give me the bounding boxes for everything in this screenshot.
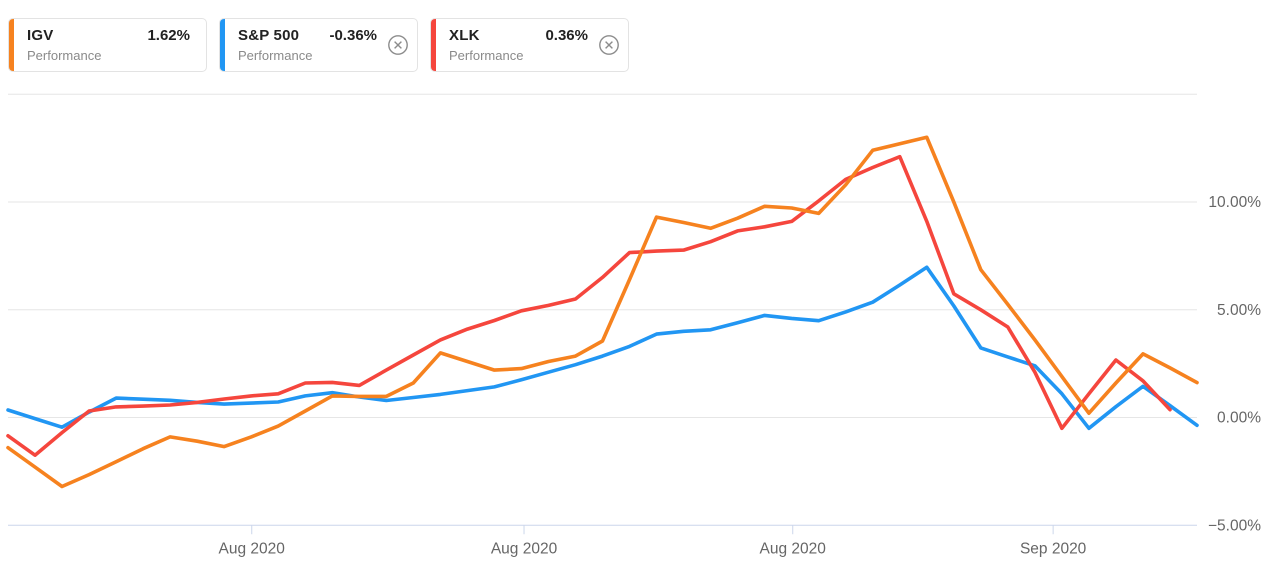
legend-card-igv[interactable]: IGV 1.62% Performance xyxy=(8,18,207,72)
legend-card-xlk[interactable]: XLK 0.36% Performance xyxy=(430,18,629,72)
y-axis-label: 5.00% xyxy=(1217,302,1261,319)
igv-accent-bar xyxy=(9,19,14,71)
series-line-igv[interactable] xyxy=(6,135,1199,489)
legend-row: IGV 1.62% Performance S&P 500 -0.36% Per… xyxy=(8,18,629,72)
remove-xlk-button[interactable] xyxy=(598,34,620,56)
close-circle-icon xyxy=(599,35,619,55)
y-axis-label: 10.00% xyxy=(1208,194,1261,211)
xlk-accent-bar xyxy=(431,19,436,71)
y-axis-label: 0.00% xyxy=(1217,410,1261,427)
igv-performance-value: 1.62% xyxy=(147,27,190,44)
legend-card-sp500[interactable]: S&P 500 -0.36% Performance xyxy=(219,18,418,72)
x-axis-label: Aug 2020 xyxy=(760,540,827,557)
xlk-performance-value: 0.36% xyxy=(545,27,588,44)
series-line-xlk[interactable] xyxy=(6,154,1172,457)
igv-performance-label: Performance xyxy=(27,48,102,63)
remove-sp500-button[interactable] xyxy=(387,34,409,56)
xlk-symbol: XLK xyxy=(449,27,480,44)
x-axis-label: Sep 2020 xyxy=(1020,540,1087,557)
igv-symbol: IGV xyxy=(27,27,54,44)
sp500-performance-value: -0.36% xyxy=(329,27,377,44)
sp500-accent-bar xyxy=(220,19,225,71)
x-axis-label: Aug 2020 xyxy=(491,540,558,557)
y-axis-label: −5.00% xyxy=(1208,517,1261,534)
sp500-performance-label: Performance xyxy=(238,48,313,63)
close-circle-icon xyxy=(388,35,408,55)
sp500-symbol: S&P 500 xyxy=(238,27,300,44)
x-axis-label: Aug 2020 xyxy=(219,540,286,557)
xlk-performance-label: Performance xyxy=(449,48,524,63)
